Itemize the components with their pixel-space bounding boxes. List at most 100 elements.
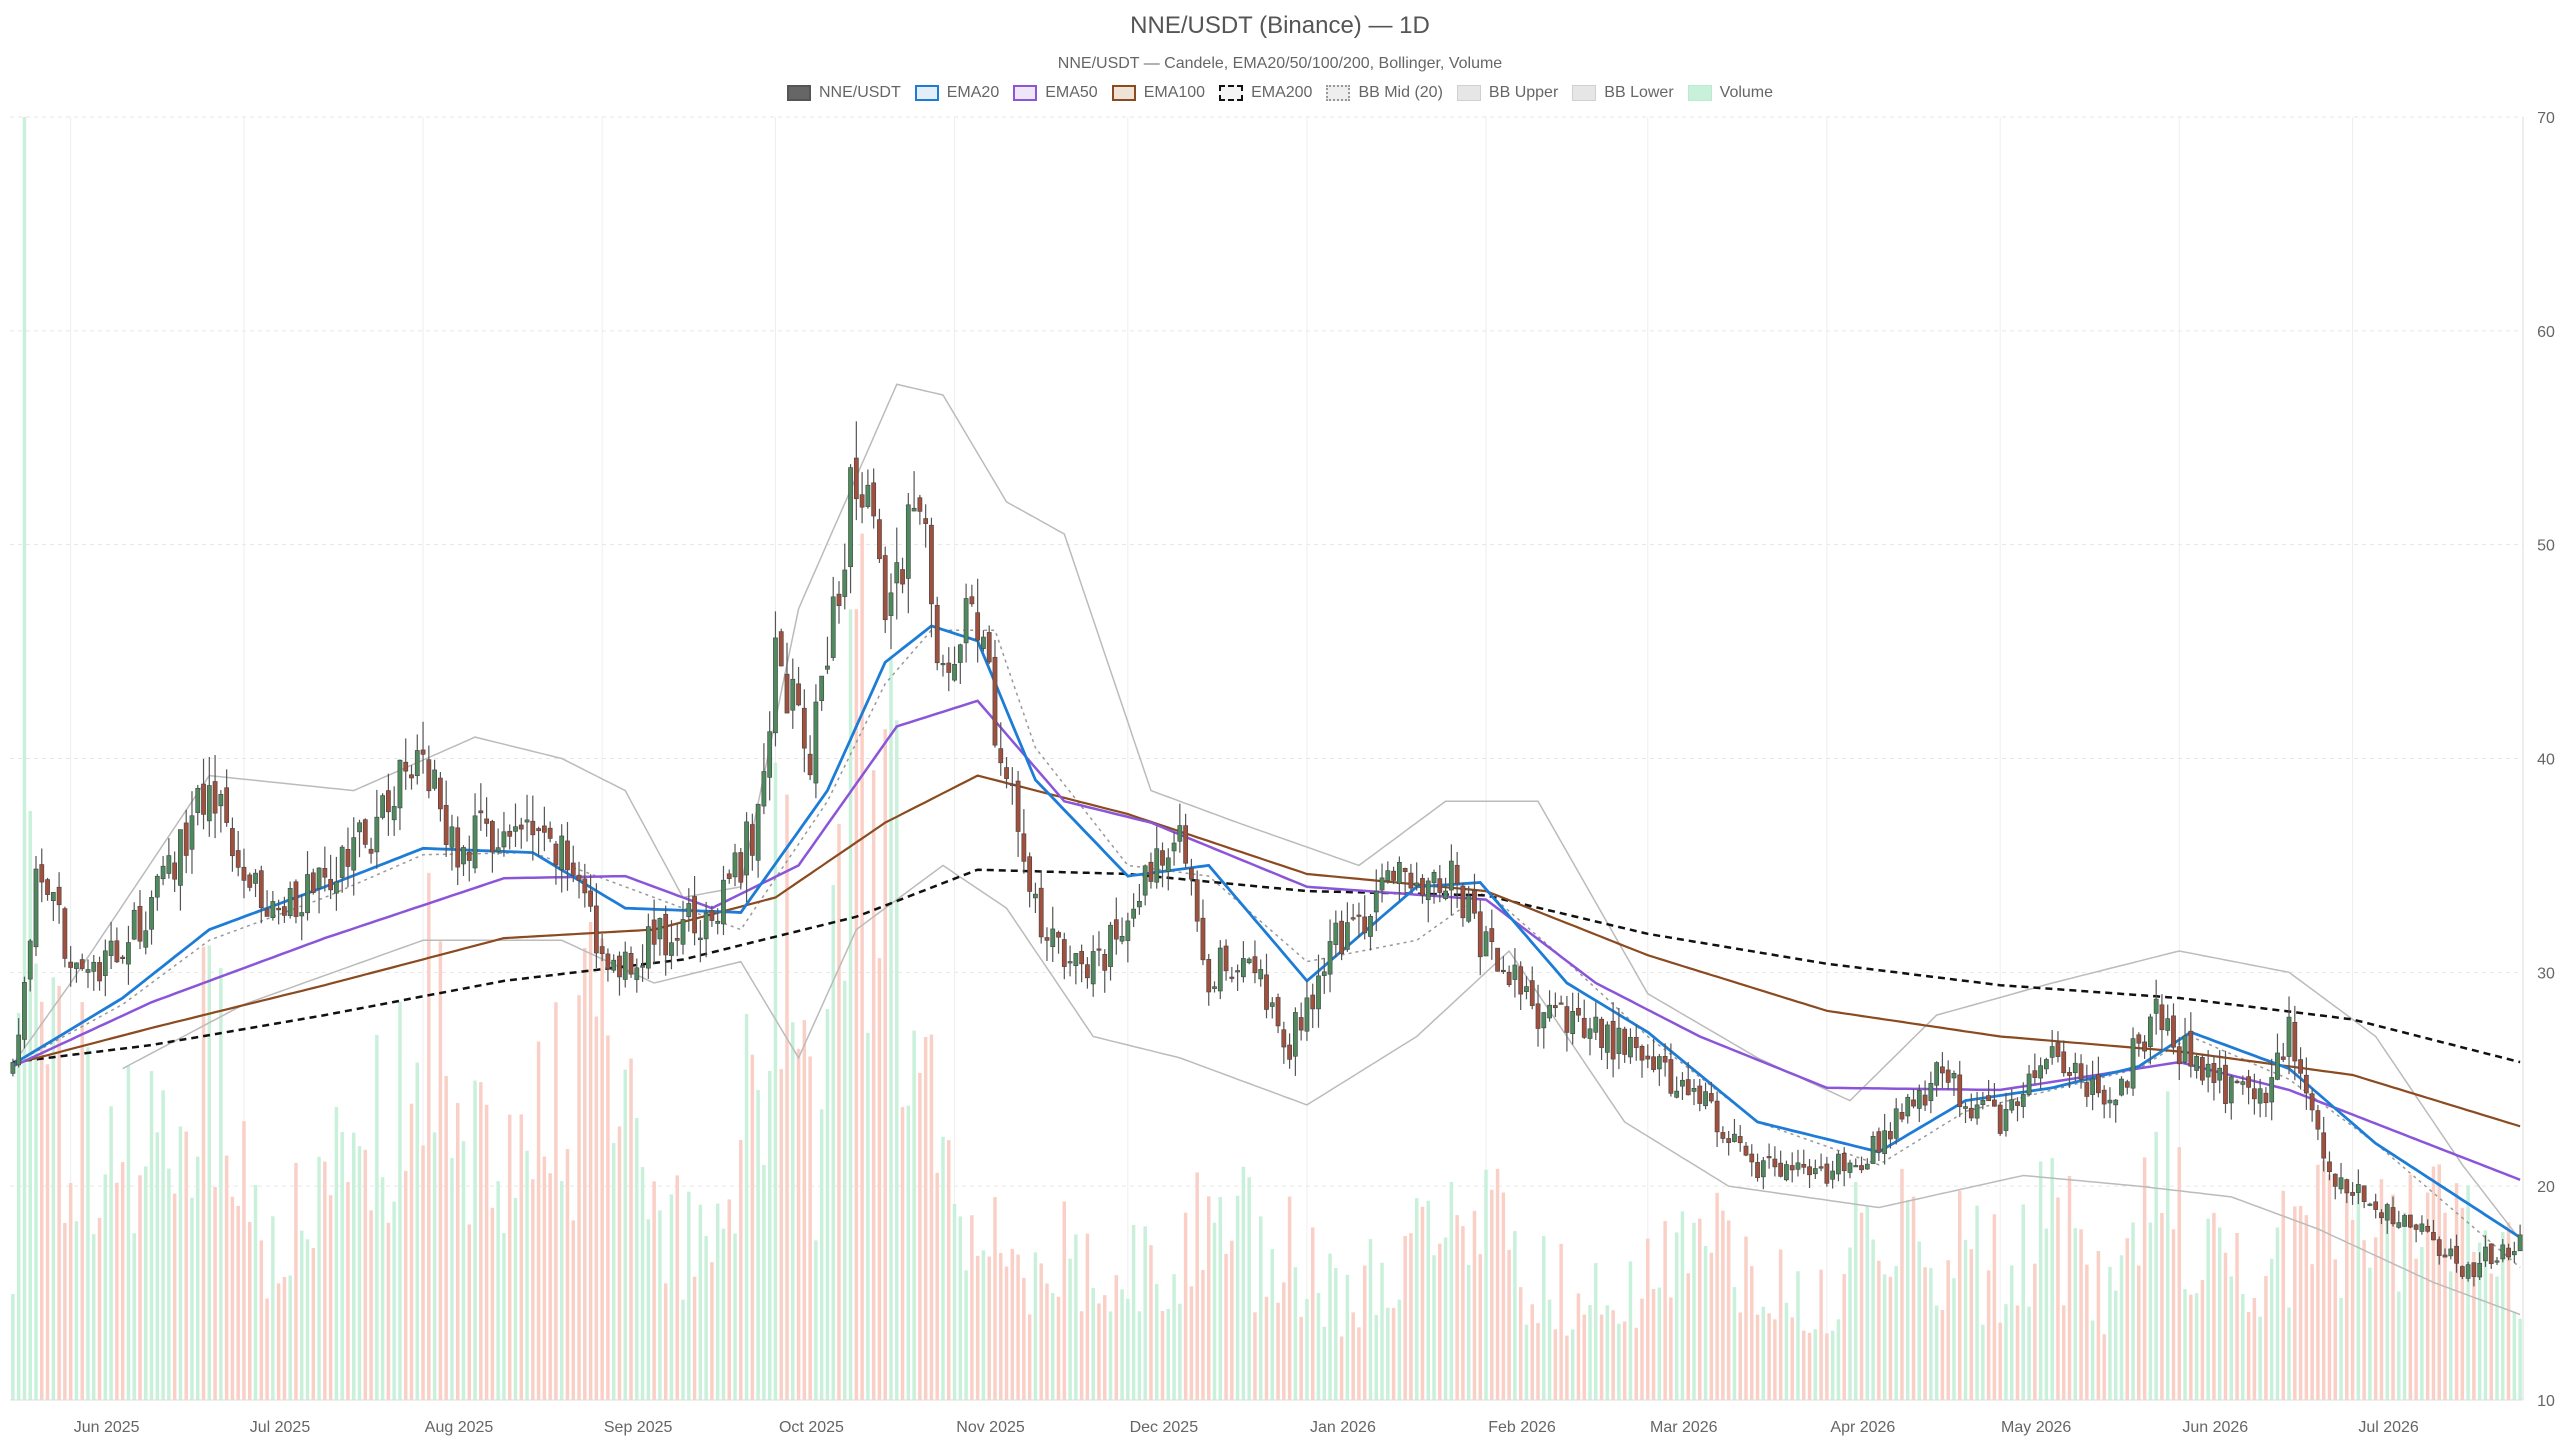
candle-body [2494,1260,2500,1263]
candle-body [1241,958,1246,978]
volume-bar [1339,1336,1344,1400]
volume-bar [1784,1302,1789,1400]
volume-bar [2189,1294,2193,1400]
volume-bar [2212,1212,2216,1400]
candle-body [1576,1007,1581,1016]
volume-bar [282,1277,287,1400]
bollinger-bands [12,383,2521,1316]
volume-bar [1270,1249,1275,1400]
volume-bar [704,1235,708,1400]
volume-bar [1420,1206,1425,1400]
candle-body [2413,1224,2419,1230]
volume-bar [2206,1218,2210,1400]
candle [2119,1076,2124,1097]
legend-item-bb-lower[interactable]: BB Lower [1572,84,1674,102]
candle [1408,863,1414,892]
candle-body [2084,1082,2090,1097]
candle [1310,983,1316,1029]
candle [2373,1193,2379,1219]
candle [1050,906,1056,962]
volume-bar [1929,1268,1933,1400]
candle-body [1206,959,1212,993]
volume-bar [276,1283,281,1400]
candle-body [1714,1100,1720,1133]
candle-body [934,604,940,664]
volume-bar [611,1142,616,1400]
candle [732,843,738,887]
candle-body [374,816,380,853]
volume-bar [328,1195,333,1400]
legend-item-ema200[interactable]: EMA200 [1219,84,1312,102]
candle-body [316,867,322,889]
candle-body [1015,780,1021,832]
volume-bar [196,1156,200,1400]
candle [224,769,230,827]
candle-body [1853,1165,1859,1168]
candle-body [836,593,842,607]
candle [1864,1158,1870,1170]
candle-body [1697,1085,1703,1104]
volume-bar [617,1126,622,1400]
candle [230,817,235,872]
candle [2321,1116,2327,1172]
volume-bar [848,609,853,1400]
candle [374,789,380,869]
volume-bar [1149,1245,1153,1400]
candle-body [1027,856,1033,892]
x-tick-label: Jun 2025 [74,1419,140,1436]
legend-item-bb-mid[interactable]: BB Mid (20) [1326,84,1443,102]
legend-item-ema50[interactable]: EMA50 [1013,84,1098,102]
candle-body [1131,908,1137,919]
volume-bar [1669,1297,1673,1400]
candle [721,865,726,936]
volume-bar [1247,1177,1251,1400]
candle-body [2234,1080,2240,1084]
legend-item-ema20[interactable]: EMA20 [914,84,999,102]
legend-item-price[interactable]: NNE/USDT [786,84,901,102]
volume-bar [473,1080,477,1400]
candle-body [2032,1070,2038,1078]
candle [917,494,923,525]
candle [1610,1002,1616,1078]
candle-body [2425,1225,2431,1232]
candle-body [1362,916,1368,934]
candle [2379,1209,2384,1225]
candle [1090,935,1096,997]
candle [2044,1057,2049,1075]
candle-body [2407,1214,2413,1228]
candle [1830,1160,1836,1189]
candle-body [126,942,131,965]
volume-bar [1576,1293,1581,1400]
legend-item-volume[interactable]: Volume [1687,84,1773,102]
candle-body [420,749,426,755]
candle-body [2315,1110,2321,1130]
candle [426,745,432,799]
candle-body [1945,1069,1951,1083]
volume-bar [756,1090,760,1400]
candle-body [992,656,998,746]
candle-body [1524,986,1529,992]
volume-bar [1599,1314,1604,1400]
candle [998,722,1004,776]
candle-body [2009,1099,2015,1111]
volume-bar [2108,1266,2112,1400]
candle [362,818,368,849]
candle-body [1391,870,1396,881]
candle-body [1651,1056,1656,1070]
volume-bar [1651,1289,1656,1400]
legend-item-bb-upper[interactable]: BB Upper [1456,84,1558,102]
candle-body [2488,1243,2494,1265]
candle [2280,1042,2286,1063]
candle-body [761,771,767,807]
volume-bar [1819,1269,1823,1400]
candle [1385,861,1391,884]
candle-body [1778,1162,1784,1177]
candle [97,956,102,991]
axes: 10 20 30 40 50 60 70 Jun 2025 Jul 2025 Aug 2025 Se… [10,110,2555,1436]
candle-body [773,637,778,734]
legend-item-ema100[interactable]: EMA100 [1111,84,1205,102]
candle [1916,1084,1922,1123]
x-tick-label: Apr 2026 [1830,1419,1895,1436]
candle-body [1448,860,1454,891]
